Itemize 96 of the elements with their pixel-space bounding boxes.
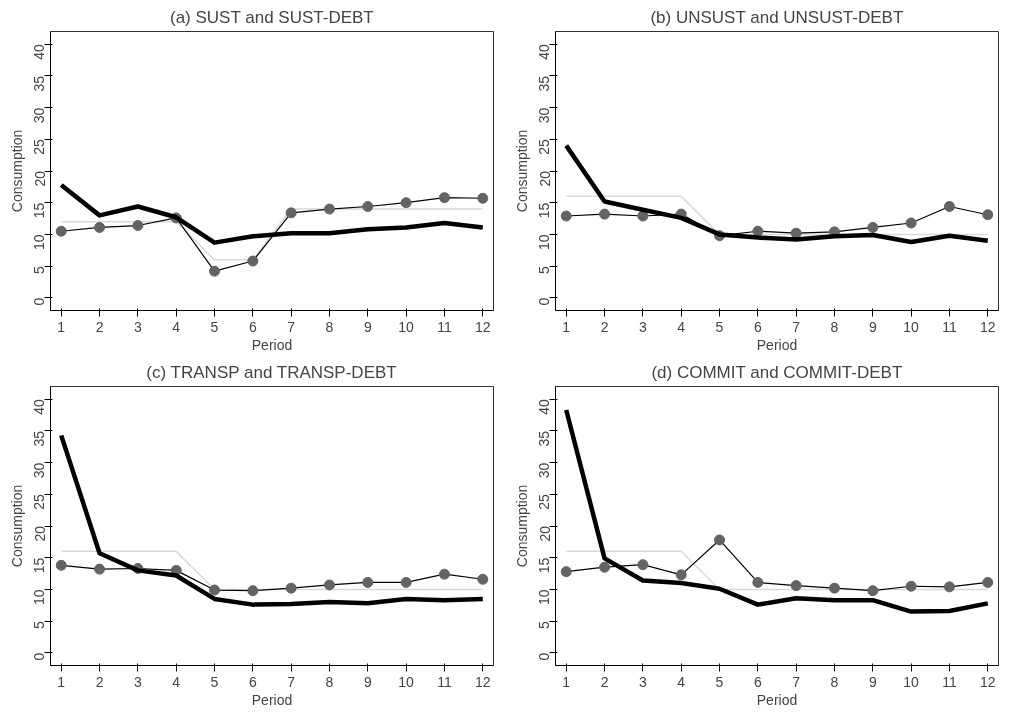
x-axis-title: Period — [756, 336, 798, 353]
y-tick-label: 20 — [31, 525, 48, 542]
x-tick-label: 9 — [868, 318, 877, 335]
y-tick-label: 40 — [536, 398, 553, 415]
x-tick-label: 6 — [248, 673, 257, 690]
x-tick-label: 9 — [363, 673, 372, 690]
x-tick-label: 3 — [133, 673, 142, 690]
x-tick-label: 7 — [287, 318, 296, 335]
chart-title: (c) TRANSP and TRANSP-DEBT — [146, 362, 397, 382]
y-tick-label: 20 — [31, 170, 48, 187]
x-tick-label: 5 — [715, 318, 724, 335]
x-tick-label: 1 — [57, 673, 66, 690]
y-tick-label: 40 — [31, 398, 48, 415]
x-tick-label: 3 — [638, 673, 647, 690]
x-tick-label: 7 — [792, 673, 801, 690]
x-tick-label: 7 — [792, 318, 801, 335]
y-tick-label: 15 — [536, 202, 553, 219]
y-tick-label: 40 — [31, 43, 48, 60]
y-tick-label: 5 — [31, 620, 48, 629]
chart-title: (b) UNSUST and UNSUST-DEBT — [650, 7, 904, 27]
y-tick-label: 5 — [536, 620, 553, 629]
x-tick-label: 9 — [868, 673, 877, 690]
x-tick-label: 5 — [210, 318, 219, 335]
x-tick-label: 2 — [600, 673, 609, 690]
x-tick-label: 7 — [287, 673, 296, 690]
x-tick-label: 11 — [437, 318, 452, 335]
x-tick-label: 10 — [903, 318, 920, 335]
x-tick-label: 8 — [325, 318, 334, 335]
x-tick-label: 2 — [95, 318, 104, 335]
y-tick-label: 25 — [536, 494, 553, 510]
x-tick-label: 1 — [562, 673, 571, 690]
x-tick-label: 1 — [562, 318, 571, 335]
x-tick-label: 4 — [172, 673, 181, 690]
x-tick-label: 11 — [437, 673, 452, 690]
y-tick-label: 35 — [536, 75, 553, 92]
y-tick-label: 10 — [31, 589, 48, 605]
y-tick-label: 35 — [31, 75, 48, 92]
y-tick-label: 15 — [31, 557, 48, 574]
y-tick-label: 35 — [31, 430, 48, 447]
y-tick-label: 5 — [31, 265, 48, 274]
y-tick-label: 0 — [31, 652, 48, 661]
x-tick-label: 4 — [677, 318, 686, 335]
y-tick-label: 20 — [536, 170, 553, 187]
x-axis-title: Period — [756, 691, 798, 708]
x-tick-label: 5 — [715, 673, 724, 690]
x-tick-label: 10 — [903, 673, 920, 690]
y-tick-label: 0 — [536, 652, 553, 661]
x-tick-label: 12 — [474, 673, 491, 690]
y-tick-label: 5 — [536, 265, 553, 274]
y-axis-title: Consumption — [8, 129, 25, 213]
y-tick-label: 30 — [31, 107, 48, 124]
x-tick-label: 6 — [248, 318, 257, 335]
x-tick-label: 12 — [979, 318, 996, 335]
y-tick-label: 30 — [31, 462, 48, 479]
x-tick-label: 12 — [474, 318, 491, 335]
y-tick-label: 0 — [536, 297, 553, 306]
x-tick-label: 10 — [398, 673, 415, 690]
x-tick-label: 9 — [363, 318, 372, 335]
y-tick-label: 10 — [536, 234, 553, 250]
y-tick-label: 25 — [31, 494, 48, 510]
y-tick-label: 40 — [536, 43, 553, 60]
x-tick-label: 8 — [830, 673, 839, 690]
x-tick-label: 3 — [638, 318, 647, 335]
chart-title: (a) SUST and SUST-DEBT — [169, 7, 374, 27]
x-tick-label: 4 — [677, 673, 686, 690]
y-tick-label: 35 — [536, 430, 553, 447]
y-tick-label: 15 — [31, 202, 48, 219]
x-tick-label: 2 — [600, 318, 609, 335]
x-axis-title: Period — [251, 336, 293, 353]
y-tick-label: 20 — [536, 525, 553, 542]
y-tick-label: 25 — [31, 139, 48, 155]
x-tick-label: 4 — [172, 318, 181, 335]
x-tick-label: 11 — [942, 318, 957, 335]
x-tick-label: 10 — [398, 318, 415, 335]
y-axis-title: Consumption — [8, 484, 25, 568]
chart-title: (d) COMMIT and COMMIT-DEBT — [651, 362, 903, 382]
x-axis-title: Period — [251, 691, 293, 708]
y-tick-label: 10 — [536, 589, 553, 605]
y-axis-title: Consumption — [513, 129, 530, 213]
y-tick-label: 30 — [536, 107, 553, 124]
x-tick-label: 12 — [979, 673, 996, 690]
y-tick-label: 15 — [536, 557, 553, 574]
x-tick-label: 11 — [942, 673, 957, 690]
y-tick-label: 30 — [536, 462, 553, 479]
y-axis-title: Consumption — [513, 484, 530, 568]
x-tick-label: 8 — [830, 318, 839, 335]
x-tick-label: 2 — [95, 673, 104, 690]
x-tick-label: 1 — [57, 318, 66, 335]
x-tick-label: 6 — [753, 673, 762, 690]
x-tick-label: 3 — [133, 318, 142, 335]
x-tick-label: 6 — [753, 318, 762, 335]
x-tick-label: 5 — [210, 673, 219, 690]
x-tick-label: 8 — [325, 673, 334, 690]
y-tick-label: 25 — [536, 139, 553, 155]
y-tick-label: 10 — [31, 234, 48, 250]
y-tick-label: 0 — [31, 297, 48, 306]
